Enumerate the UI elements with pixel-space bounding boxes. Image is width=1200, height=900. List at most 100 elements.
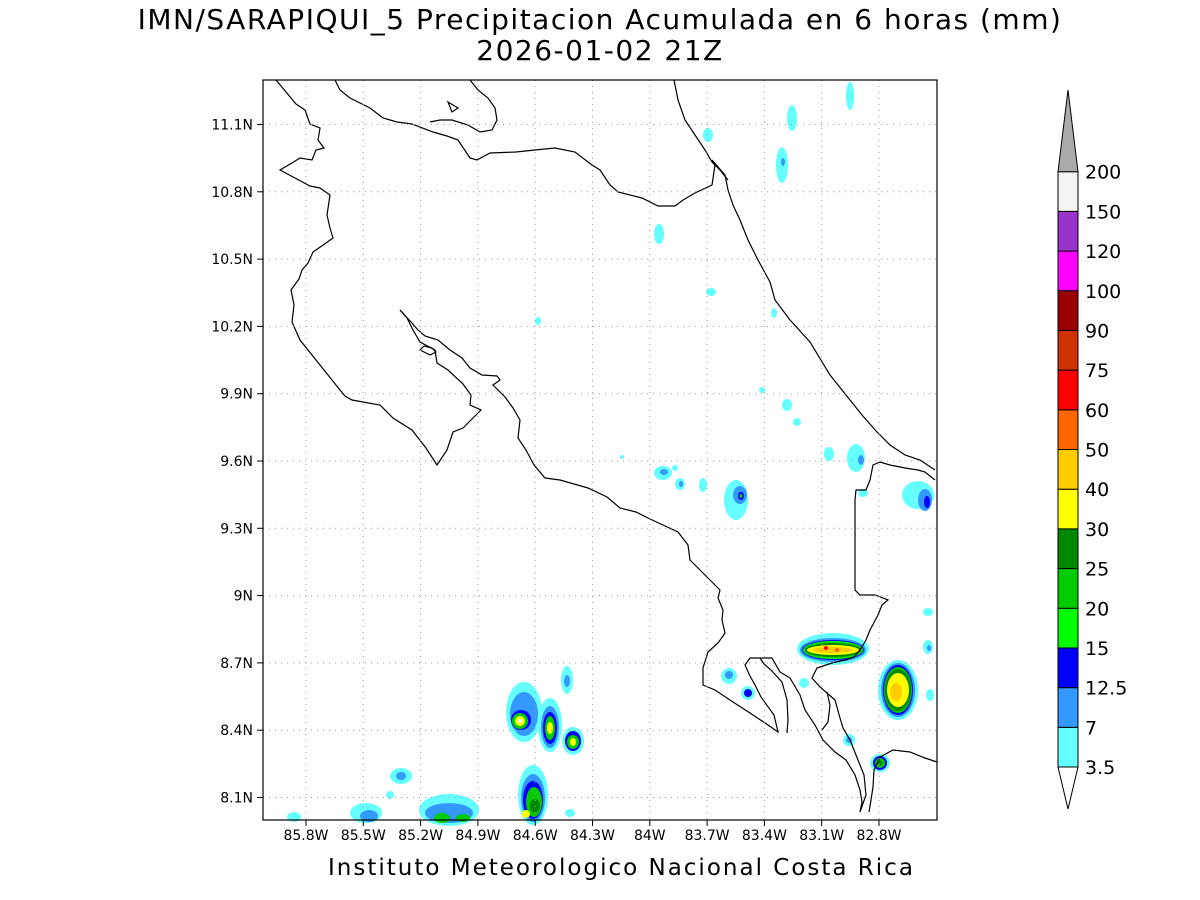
- precip-cell: [699, 478, 707, 492]
- colorbar-swatch: [1057, 568, 1079, 609]
- coast-golfo: [759, 657, 789, 734]
- precip-cell: [739, 494, 743, 498]
- precip-cell: [564, 675, 570, 687]
- precip-cell: [927, 645, 931, 651]
- precip-cell: [824, 447, 834, 461]
- colorbar-swatch: [1057, 647, 1079, 689]
- precip-cell: [360, 810, 378, 822]
- lat-tick-label: 10.2N: [211, 319, 253, 335]
- precip-cell: [522, 810, 530, 818]
- lat-tick-label: 9.3N: [220, 521, 253, 537]
- lat-tick-label: 8.1N: [220, 791, 253, 807]
- coast-nicoya: [275, 79, 483, 467]
- footer-credit: Instituto Meteorologico Nacional Costa R…: [328, 855, 915, 881]
- precip-cell: [672, 465, 678, 471]
- lon-tick-label: 84.3W: [570, 828, 615, 844]
- precip-cell: [654, 224, 664, 244]
- lat-tick-label: 8.7N: [220, 656, 253, 672]
- lat-tick-label: 9.9N: [220, 387, 253, 403]
- colorbar-level-label: 3.5: [1085, 757, 1115, 779]
- precip-cell: [787, 105, 797, 131]
- precip-cell: [781, 158, 785, 166]
- coast-caribbean: [334, 79, 936, 471]
- precip-cell: [744, 689, 752, 697]
- colorbar-swatch: [1057, 369, 1079, 411]
- lon-tick-label: 83.4W: [742, 828, 787, 844]
- colorbar-swatch: [1057, 607, 1079, 649]
- precip-cell: [799, 678, 809, 688]
- colorbar-level-label: 25: [1085, 559, 1109, 581]
- precip-cell: [835, 648, 839, 652]
- lat-tick-label: 10.5N: [211, 252, 253, 268]
- lon-tick-label: 82.8W: [856, 828, 901, 844]
- precip-cell: [456, 814, 470, 822]
- precip-cell: [926, 689, 934, 701]
- border-panama: [811, 461, 936, 813]
- colorbar-swatch: [1057, 210, 1079, 252]
- colorbar-level-label: 100: [1085, 281, 1121, 303]
- colorbar-level-label: 12.5: [1085, 678, 1127, 700]
- precip-cell: [813, 647, 853, 653]
- coast-pacific: [399, 309, 863, 813]
- lon-tick-label: 84.6W: [513, 828, 558, 844]
- colorbar-level-label: 60: [1085, 400, 1109, 422]
- precip-cell: [924, 496, 930, 508]
- colorbar-swatch: [1057, 726, 1079, 768]
- precip-cell: [725, 671, 733, 679]
- precip-cell: [386, 791, 394, 799]
- colorbar-level-label: 15: [1085, 638, 1109, 660]
- lon-tick-label: 85.5W: [341, 828, 386, 844]
- colorbar-level-label: 90: [1085, 320, 1109, 342]
- precip-cell: [518, 719, 522, 723]
- precip-cell: [846, 82, 854, 110]
- lon-tick-label: 83.1W: [799, 828, 844, 844]
- colorbar-swatch: [1057, 528, 1079, 570]
- precip-cell: [660, 469, 668, 475]
- colorbar-legend: 3.5 7 12.5 15 20 25 30 40 50 60 75 90 100 120 150 200: [1057, 89, 1127, 810]
- colorbar-level-label: 120: [1085, 241, 1121, 263]
- coast-lake-nicaragua: [429, 79, 498, 133]
- lon-tick-label: 84W: [634, 828, 666, 844]
- coastline: [275, 79, 938, 813]
- island-chira: [418, 345, 438, 356]
- precip-cell: [858, 489, 868, 497]
- colorbar-swatch: [1057, 449, 1079, 490]
- colorbar-swatch: [1057, 171, 1079, 212]
- precip-cell: [565, 809, 575, 817]
- axis-ticks: [257, 124, 880, 826]
- precip-cell: [434, 813, 450, 823]
- colorbar-level-label: 40: [1085, 479, 1109, 501]
- lon-tick-label: 83.7W: [685, 828, 730, 844]
- colorbar-level-label: 150: [1085, 201, 1121, 223]
- colorbar-swatch: [1057, 488, 1079, 530]
- precipitation-field: [287, 82, 934, 826]
- colorbar-swatch: [1057, 250, 1079, 292]
- precip-cell: [620, 455, 624, 459]
- coast-osa: [821, 691, 831, 731]
- map-title: IMN/SARAPIQUI_5 Precipitacion Acumulada …: [137, 3, 1063, 36]
- precip-cell: [923, 608, 933, 616]
- precip-cell: [847, 444, 865, 472]
- precip-cell: [759, 387, 765, 393]
- lon-tick-label: 85.8W: [283, 828, 328, 844]
- lon-tick-label: 85.2W: [398, 828, 443, 844]
- colorbar-level-label: 20: [1085, 598, 1109, 620]
- map-grid: [263, 80, 937, 820]
- map-valid-time: 2026-01-02 21Z: [476, 34, 724, 67]
- precip-cell: [570, 738, 576, 746]
- precip-cell: [890, 683, 902, 701]
- lat-tick-label: 10.8N: [211, 185, 253, 201]
- colorbar-swatch: [1057, 409, 1079, 450]
- precip-cell: [771, 308, 777, 318]
- colorbar-level-label: 50: [1085, 440, 1109, 462]
- precip-cell: [703, 128, 713, 142]
- colorbar-arrow-bottom: [1057, 766, 1079, 810]
- colorbar-arrow-top: [1057, 89, 1079, 173]
- island-ometepe: [446, 100, 460, 113]
- lat-tick-label: 9N: [234, 589, 253, 605]
- lon-tick-label: 84.9W: [455, 828, 500, 844]
- precip-cell: [547, 722, 553, 734]
- lat-tick-label: 11.1N: [211, 118, 253, 134]
- precip-cell: [679, 481, 683, 487]
